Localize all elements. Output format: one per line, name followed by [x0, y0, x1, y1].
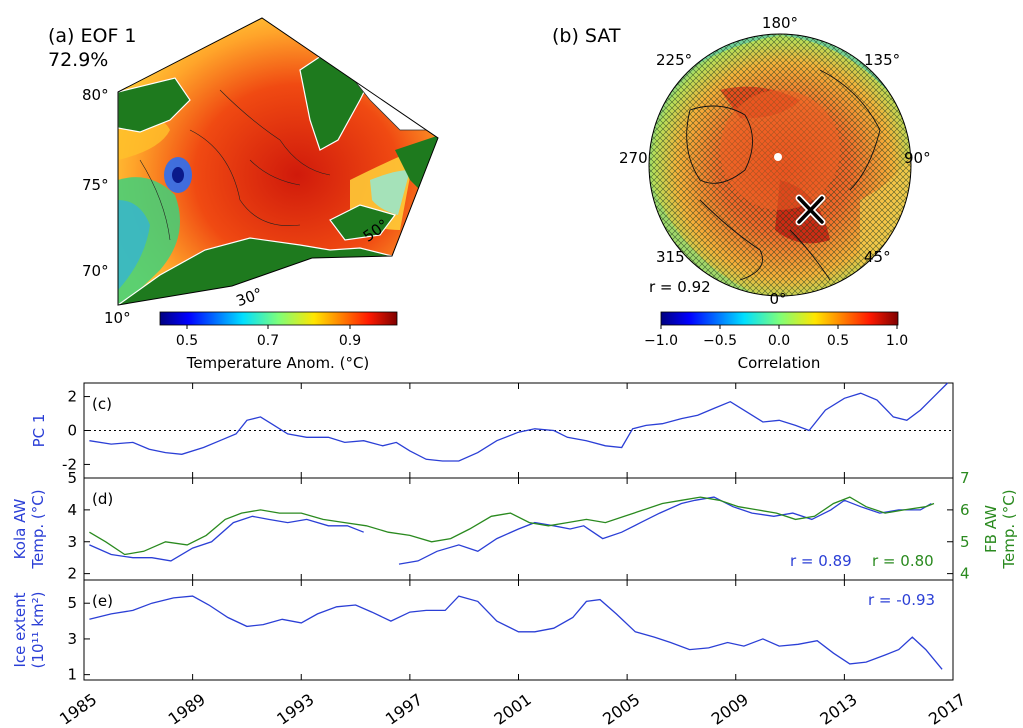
- panel-a-variance: 72.9%: [48, 49, 108, 71]
- panel-frame: [83, 579, 954, 681]
- lon-label-45: 45°: [864, 248, 891, 266]
- colorbar-b: −1.0 −0.5 0.0 0.5 1.0 Correlation: [644, 311, 908, 372]
- y-tick-label-right: 4: [960, 565, 970, 583]
- panel-a-map: [118, 18, 438, 305]
- lon-label-315: 315: [656, 248, 685, 266]
- y-tick-label: 5: [67, 594, 77, 612]
- colorbar-b-tick: 1.0: [886, 333, 908, 349]
- y-tick-label-right: 7: [960, 469, 970, 487]
- y-axis-label: Temp. (°C): [29, 489, 47, 569]
- x-tick-label: 1989: [165, 690, 209, 728]
- y-tick-label-right: 6: [960, 501, 970, 519]
- cross-marker: [795, 194, 826, 226]
- colorbar-a-label: Temperature Anom. (°C): [186, 354, 370, 372]
- panel-b-r: r = 0.92: [649, 278, 711, 296]
- panel-b: (b) SAT 180° 225° 135° 270 90° 315 4: [552, 14, 931, 372]
- panel-letter: (c): [92, 395, 112, 413]
- lat-label-75: 75°: [82, 176, 109, 194]
- colorbar-b-tick: −1.0: [644, 333, 678, 349]
- pole-marker: [774, 153, 782, 161]
- lon-label-30: 30°: [234, 284, 265, 310]
- series-line: [89, 595, 943, 670]
- lon-label-225: 225°: [656, 51, 692, 69]
- lon-label-270: 270: [619, 149, 648, 167]
- x-tick-label: 2017: [925, 690, 969, 728]
- land-svalbard: [118, 77, 191, 133]
- lat-label-80: 80°: [82, 86, 109, 104]
- x-tick-label: 1997: [382, 690, 426, 728]
- y-tick-label: 3: [67, 533, 77, 551]
- series-line: [89, 496, 935, 556]
- lon-label-0: 0°: [769, 290, 786, 308]
- colorbar-b-tick: 0.5: [827, 333, 849, 349]
- colorbar-a-tick: 0.9: [339, 333, 361, 349]
- annotation-r: r = 0.80: [872, 552, 934, 570]
- x-tick-label: 2001: [491, 690, 535, 728]
- x-tick-label: 2013: [816, 690, 860, 728]
- y-axis-label-right: Temp. (°C): [1000, 489, 1018, 569]
- y-tick-label: 2: [67, 388, 77, 406]
- x-tick-label: 1993: [273, 690, 317, 728]
- lon-label-180: 180°: [762, 14, 798, 32]
- annotation-r: r = -0.93: [868, 591, 935, 609]
- y-axis-label: Ice extent: [11, 592, 29, 667]
- y-axis-label: Kola AW: [11, 499, 29, 560]
- y-tick-label: 5: [67, 469, 77, 487]
- colorbar-b-label: Correlation: [738, 354, 821, 372]
- series-line: [398, 496, 932, 565]
- colorbar-a-tick: 0.5: [176, 333, 198, 349]
- lon-label-135: 135°: [864, 51, 900, 69]
- y-axis-label-right: FB AW: [982, 505, 1000, 553]
- annotation-r: r = 0.89: [790, 552, 852, 570]
- y-tick-label: 2: [67, 565, 77, 583]
- y-tick-label-right: 5: [960, 533, 970, 551]
- colorbar-b-tick: −0.5: [703, 333, 737, 349]
- y-tick-label: 1: [67, 666, 77, 684]
- lon-label-10: 10°: [104, 309, 131, 327]
- x-tick-label: 2005: [599, 690, 643, 728]
- colorbar-b-tick: 0.0: [768, 333, 790, 349]
- panel-b-title: (b) SAT: [552, 25, 621, 47]
- series-line: [89, 515, 364, 562]
- y-tick-label: 3: [67, 630, 77, 648]
- panel-letter: (e): [92, 592, 113, 610]
- panel-b-map: [649, 34, 911, 296]
- y-tick-label: 4: [67, 501, 77, 519]
- y-tick-label: 0: [67, 422, 77, 440]
- panel-a: (a) EOF 1 72.9% 80°: [48, 17, 439, 372]
- y-tick-label: -2: [62, 455, 77, 473]
- lat-label-70: 70°: [82, 262, 109, 280]
- panel-a-title: (a) EOF 1: [48, 25, 137, 47]
- y-axis-label: (10¹¹ km²): [29, 592, 47, 669]
- colorbar-a: 0.5 0.7 0.9 Temperature Anom. (°C): [159, 311, 398, 372]
- panel-letter: (d): [92, 490, 113, 508]
- x-tick-label: 1985: [56, 690, 100, 728]
- series-line: [89, 382, 949, 462]
- colorbar-a-tick: 0.7: [257, 333, 279, 349]
- x-tick-label: 2009: [708, 690, 752, 728]
- y-axis-label: PC 1: [30, 414, 48, 448]
- lon-label-90: 90°: [904, 149, 931, 167]
